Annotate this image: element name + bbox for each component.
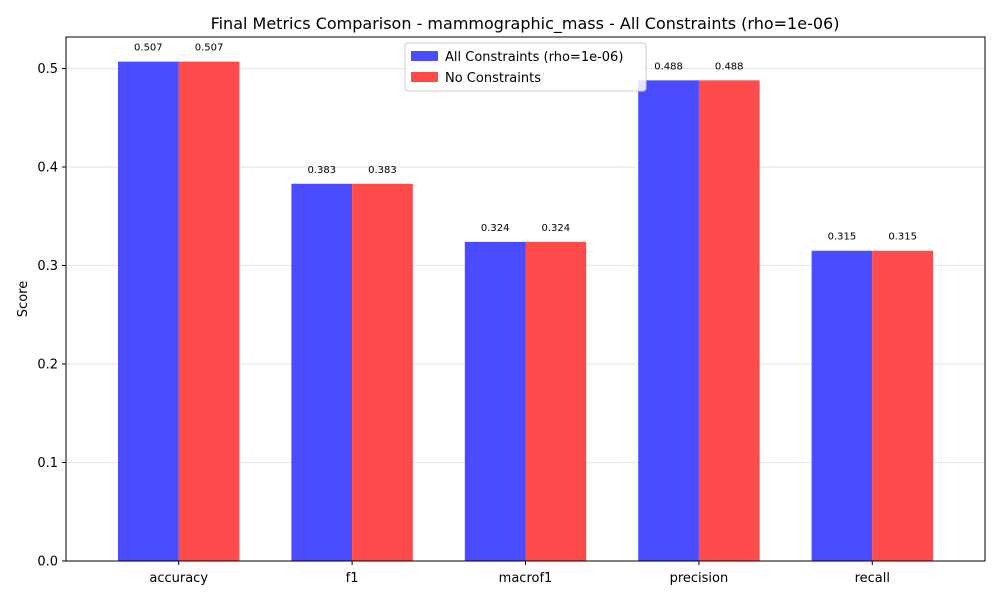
data-label: 0.315 [888,232,917,243]
data-label: 0.488 [715,61,744,72]
legend-swatch [411,51,438,61]
data-label: 0.507 [134,43,163,54]
y-tick-label: 0.4 [37,161,58,176]
bar [872,250,933,561]
legend-swatch [411,72,438,82]
x-tick-label: recall [855,571,890,586]
y-axis-label: Score [16,281,31,317]
data-label: 0.507 [195,43,224,54]
bar [118,61,179,562]
x-tick-label: f1 [346,571,359,586]
y-tick-label: 0.5 [37,62,58,77]
bar [638,80,699,561]
legend-box [404,42,647,92]
data-labels: 0.507 0.507 0.383 0.383 0.324 0.324 0.488 0.488… [134,43,917,243]
y-tick-label: 0.1 [37,456,58,471]
data-label: 0.383 [368,165,397,176]
y-tick-label: 0.3 [37,259,58,274]
data-label: 0.324 [481,223,510,234]
data-label: 0.383 [307,165,336,176]
bar [352,183,413,561]
bar [811,250,873,561]
x-tick-label: macrof1 [499,571,553,586]
data-label: 0.315 [828,232,857,243]
x-tick-label: precision [670,571,729,586]
legend-entry: All Constraints (rho=1e-06) [445,50,623,65]
y-tick-label: 0.2 [37,358,58,373]
bars [118,61,933,562]
axis-ticks: 0.0 0.1 0.2 0.3 0.4 0.5 accuracy f1 macrof1 preci… [37,62,890,586]
bar [698,80,760,561]
data-label: 0.324 [542,223,571,234]
legend-entry: No Constraints [445,71,541,86]
legend: All Constraints (rho=1e-06) No Constraint… [404,42,647,92]
bar [178,61,240,562]
bar [464,241,526,561]
y-tick-label: 0.0 [37,555,58,570]
bar [525,241,587,561]
chart-title: Final Metrics Comparison - mammographic_… [211,14,840,34]
data-label: 0.488 [654,61,683,72]
bar [291,183,353,561]
x-tick-label: accuracy [149,571,208,586]
